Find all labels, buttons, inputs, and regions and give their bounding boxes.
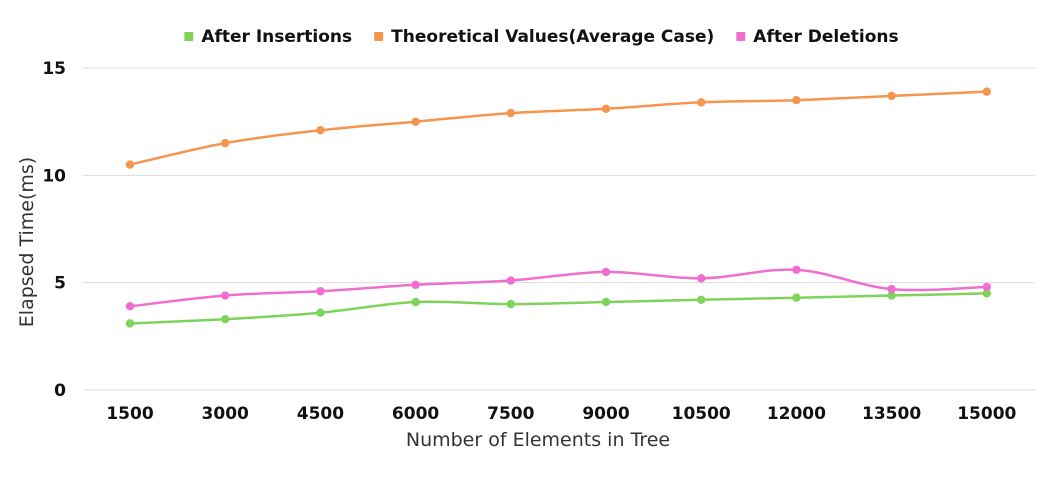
- legend-item-2: After Deletions: [736, 27, 899, 47]
- data-point: [411, 297, 420, 307]
- legend-label: After Deletions: [753, 27, 898, 47]
- legend-swatch: [736, 32, 746, 41]
- y-axis-ticks: 0 5 10 15: [42, 59, 66, 401]
- x-tick-label: 12000: [767, 404, 826, 424]
- x-tick-label: 1500: [106, 404, 153, 424]
- legend-label: After Insertions: [201, 27, 352, 47]
- series-1: [125, 87, 991, 169]
- data-point: [792, 293, 801, 302]
- legend-item-0: After Insertions: [184, 27, 352, 47]
- series-layer: [125, 87, 991, 328]
- data-point: [697, 98, 706, 107]
- data-point: [792, 96, 801, 105]
- data-point: [506, 299, 515, 309]
- x-tick-label: 3000: [202, 404, 249, 424]
- x-axis-ticks: 1500 3000 4500 6000 7500 9000 10500 12000 13500 1…: [106, 404, 1016, 424]
- data-point: [697, 295, 706, 305]
- series-line: [129, 292, 987, 325]
- x-tick-label: 4500: [297, 404, 344, 424]
- data-point: [221, 291, 230, 300]
- data-point: [221, 138, 230, 148]
- series-line: [129, 90, 987, 166]
- data-point: [601, 297, 611, 307]
- legend-item-1: Theoretical Values(Average Case): [374, 27, 714, 47]
- data-point: [316, 308, 325, 317]
- data-point: [887, 91, 896, 101]
- data-point: [411, 280, 420, 290]
- x-axis-title: Number of Elements in Tree: [406, 429, 670, 451]
- x-tick-label: 10500: [672, 404, 731, 424]
- x-tick-label: 15000: [957, 404, 1016, 424]
- legend: After Insertions Theoretical Values(Avera…: [184, 27, 899, 47]
- data-point: [982, 282, 991, 292]
- legend-swatch: [374, 32, 384, 41]
- data-point: [125, 160, 135, 169]
- data-point: [601, 104, 611, 113]
- data-point: [887, 291, 896, 300]
- data-point: [982, 87, 991, 96]
- data-point: [792, 265, 801, 274]
- y-tick-label: 0: [54, 381, 66, 401]
- data-point: [316, 126, 325, 135]
- x-tick-label: 13500: [862, 404, 921, 424]
- x-tick-label: 7500: [487, 404, 534, 424]
- x-tick-label: 9000: [582, 404, 629, 424]
- series-0: [125, 289, 991, 328]
- y-axis-title: Elapsed Time(ms): [16, 157, 38, 327]
- data-point: [125, 319, 135, 328]
- data-point: [982, 289, 991, 298]
- data-point: [506, 276, 515, 285]
- legend-label: Theoretical Values(Average Case): [391, 27, 714, 47]
- series-2: [125, 265, 991, 311]
- data-point: [601, 267, 611, 277]
- y-tick-label: 10: [42, 166, 66, 186]
- x-tick-label: 6000: [392, 404, 439, 424]
- data-point: [887, 284, 896, 294]
- data-point: [221, 314, 230, 324]
- legend-swatch: [184, 32, 194, 41]
- series-line: [129, 268, 987, 308]
- data-point: [411, 117, 420, 126]
- y-tick-label: 5: [54, 274, 66, 294]
- y-tick-label: 15: [42, 59, 66, 79]
- data-point: [506, 108, 515, 118]
- data-point: [316, 287, 325, 296]
- data-point: [697, 274, 706, 283]
- grid-lines: [83, 67, 1035, 391]
- data-point: [125, 302, 135, 311]
